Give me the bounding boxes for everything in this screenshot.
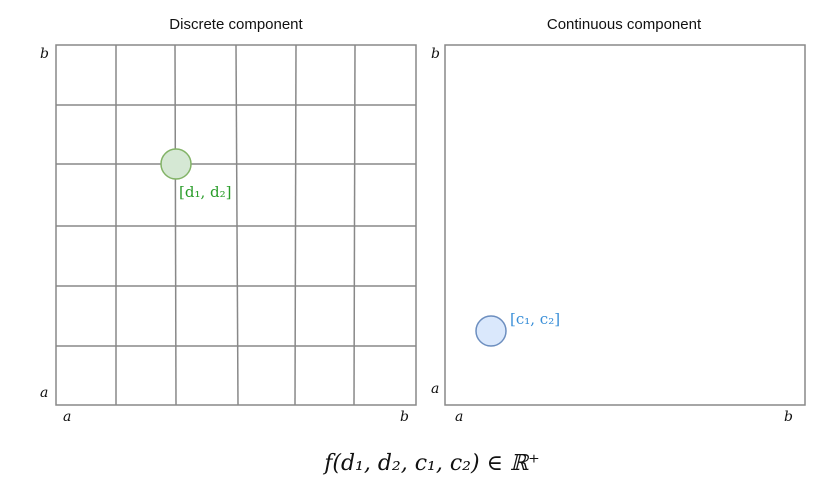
grid-vline: [174, 44, 177, 406]
grid-vline: [235, 44, 239, 406]
grid-vline: [353, 44, 356, 406]
continuous-x-axis-right-label: b: [784, 409, 793, 425]
continuous-y-axis-bottom-label: a: [431, 381, 439, 397]
discrete-panel-title: Discrete component: [169, 16, 303, 33]
discrete-grid: [55, 44, 417, 406]
continuous-x-axis-left-label: a: [455, 409, 463, 425]
grid-vline: [294, 44, 297, 406]
discrete-x-axis-right-label: b: [400, 409, 409, 425]
continuous-y-axis-top-label: b: [431, 46, 440, 62]
continuous-panel-border: [444, 44, 806, 406]
continuous-point-label: [c₁, c₂]: [510, 310, 560, 328]
continuous-panel-title: Continuous component: [547, 16, 702, 33]
continuous-point: [475, 315, 507, 347]
discrete-y-axis-bottom-label: a: [40, 385, 48, 401]
discrete-y-axis-top-label: b: [40, 46, 49, 62]
formula: f(d₁, d₂, c₁, c₂) ∈ ℝ⁺: [322, 451, 540, 476]
discrete-point: [160, 148, 192, 180]
discrete-point-label: [d₁, d₂]: [179, 183, 231, 201]
discrete-x-axis-left-label: a: [63, 409, 71, 425]
